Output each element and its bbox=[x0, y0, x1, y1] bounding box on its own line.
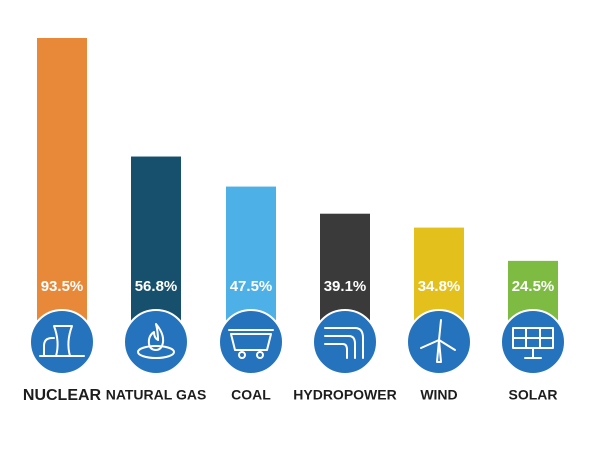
bar bbox=[37, 37, 87, 341]
icons bbox=[29, 309, 566, 375]
category-label: HYDROPOWER bbox=[293, 387, 396, 403]
value-label: 93.5% bbox=[41, 278, 84, 295]
solar-icon bbox=[500, 309, 566, 375]
bars bbox=[37, 37, 558, 341]
gas-icon bbox=[123, 309, 189, 375]
value-label: 47.5% bbox=[230, 278, 273, 295]
wind-icon bbox=[406, 309, 472, 375]
category-label: NUCLEAR bbox=[23, 387, 102, 404]
value-label: 39.1% bbox=[324, 278, 367, 295]
nuclear-icon bbox=[29, 309, 95, 375]
category-label: NATURAL GAS bbox=[106, 387, 207, 403]
value-label: 34.8% bbox=[418, 278, 461, 295]
category-label: SOLAR bbox=[509, 387, 558, 403]
coal-icon bbox=[218, 309, 284, 375]
category-label: WIND bbox=[420, 387, 457, 403]
labels: 93.5% NUCLEAR 56.8% NATURAL GAS 47.5% COAL 39.… bbox=[23, 278, 558, 404]
category-label: COAL bbox=[231, 387, 271, 403]
value-label: 56.8% bbox=[135, 278, 178, 295]
value-label: 24.5% bbox=[512, 278, 555, 295]
hydro-icon bbox=[312, 309, 378, 375]
